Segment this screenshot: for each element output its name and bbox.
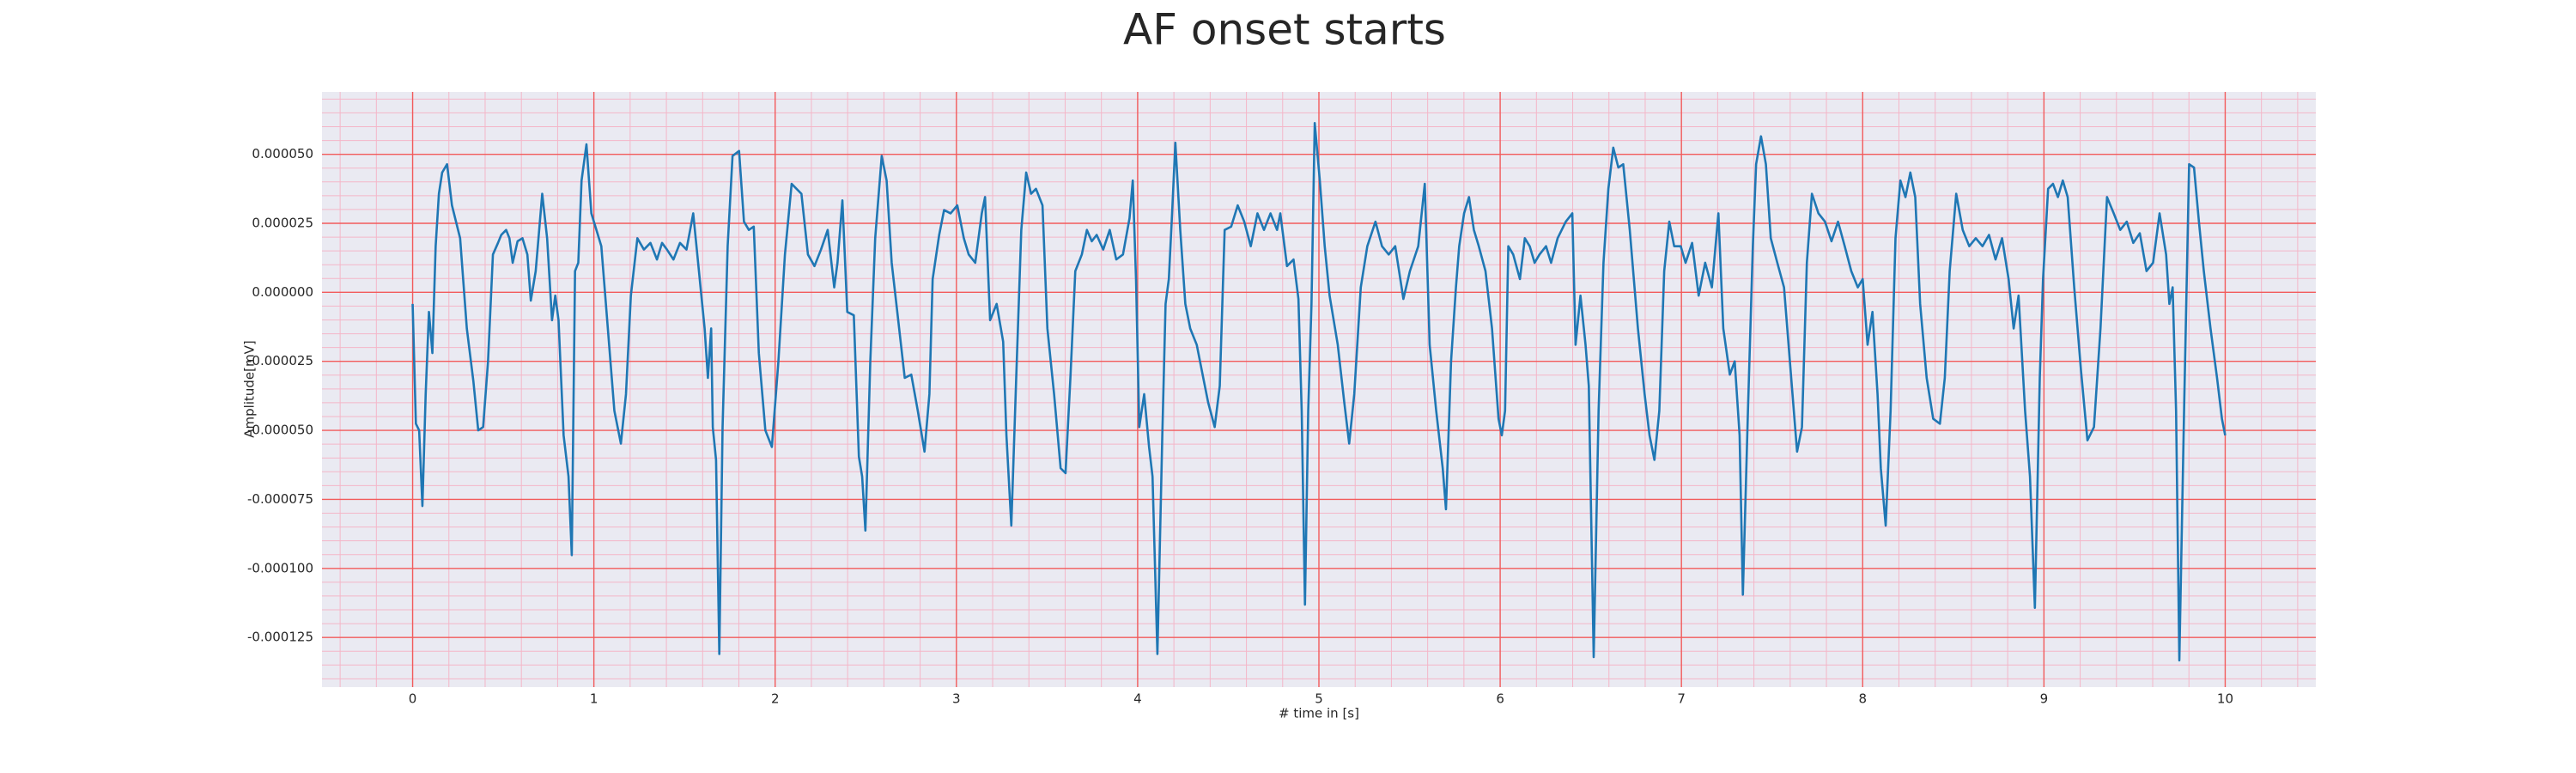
x-tick-label: 3 [952, 691, 961, 707]
x-tick-label: 4 [1133, 691, 1142, 707]
y-tick-label: -0.000050 [247, 423, 313, 438]
y-tick-label: 0.000050 [252, 146, 313, 161]
y-tick-label: -0.000025 [247, 353, 313, 368]
chart-title: AF onset starts [1123, 5, 1446, 55]
x-axis-label: # time in [s] [1279, 706, 1359, 721]
x-tick-label: 6 [1496, 691, 1504, 707]
x-tick-label: 7 [1677, 691, 1686, 707]
y-tick-label: -0.000100 [247, 560, 313, 575]
x-tick-label: 9 [2040, 691, 2049, 707]
y-tick-label: 0.000000 [252, 284, 313, 300]
x-tick-label: 1 [590, 691, 598, 707]
x-tick-label: 5 [1315, 691, 1323, 707]
y-tick-label: -0.000125 [247, 630, 313, 645]
x-tick-label: 0 [409, 691, 417, 707]
y-axis-label: Amplitude[mV] [242, 340, 258, 437]
data-line [411, 122, 2227, 662]
x-tick-label: 2 [771, 691, 780, 707]
y-tick-label: -0.000075 [247, 491, 313, 507]
x-tick-label: 10 [2217, 691, 2233, 707]
y-tick-label: 0.000025 [252, 216, 313, 231]
x-tick-label: 8 [1858, 691, 1867, 707]
